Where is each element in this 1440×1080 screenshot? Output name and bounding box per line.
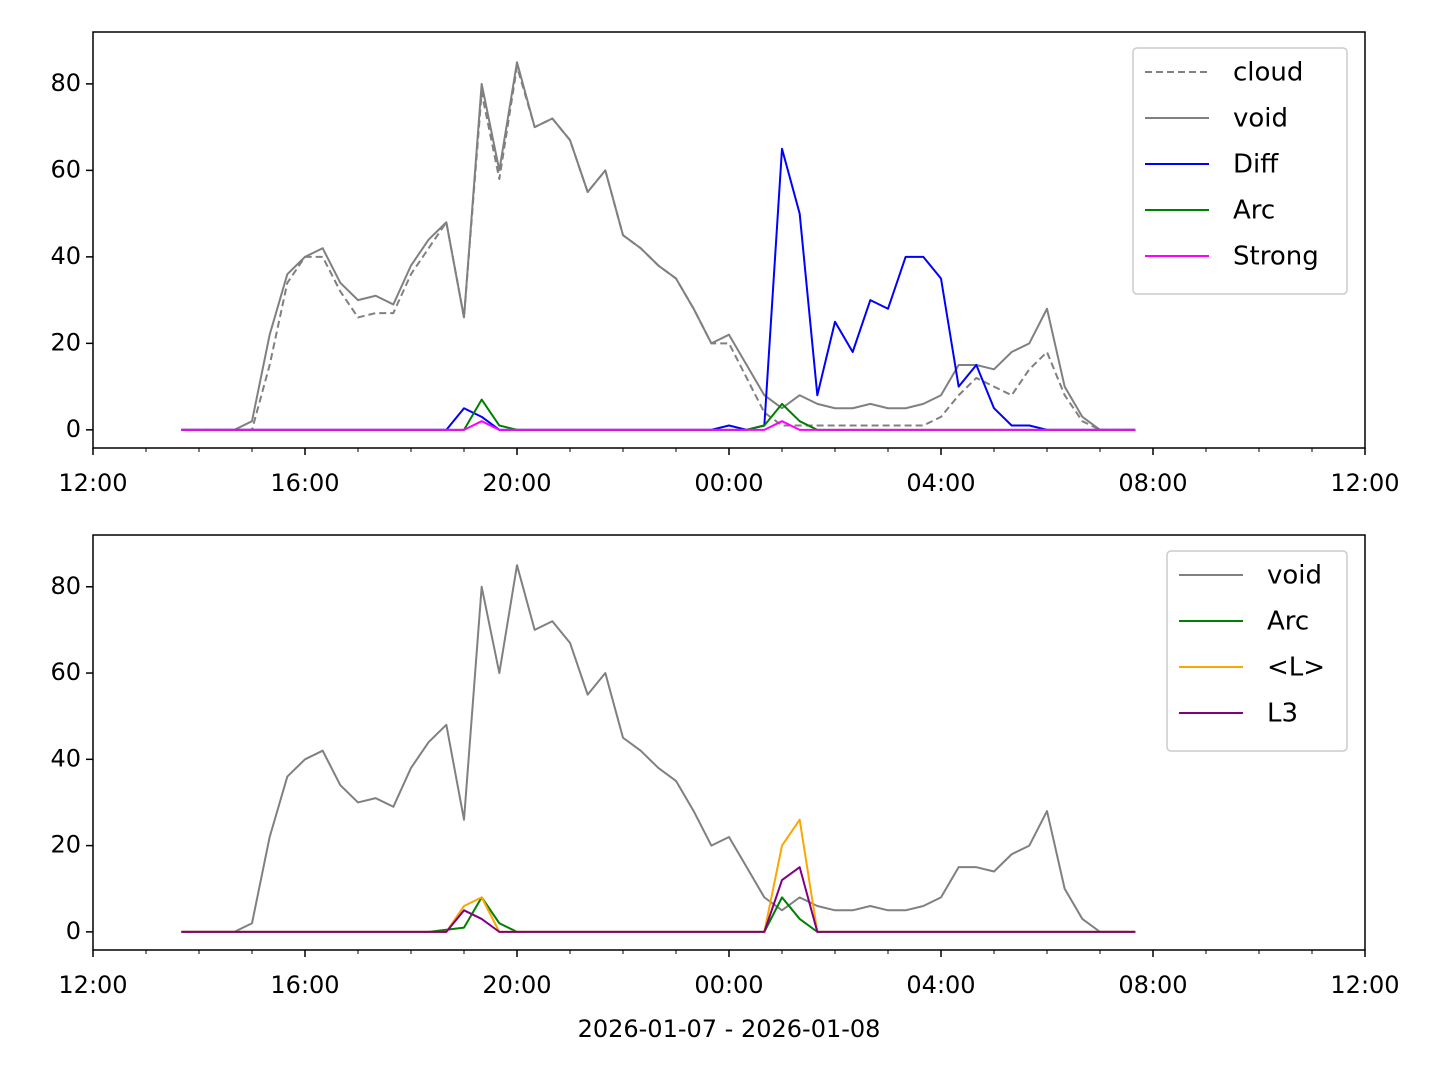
y-tick-label: 40 bbox=[50, 242, 81, 270]
series-line bbox=[181, 896, 1136, 933]
series-line bbox=[181, 564, 1136, 933]
x-tick-label: 08:00 bbox=[1118, 971, 1187, 999]
x-tick-label: 08:00 bbox=[1118, 469, 1187, 497]
series-line bbox=[181, 65, 1136, 431]
y-tick-label: 80 bbox=[50, 69, 81, 97]
legend-label: Strong bbox=[1233, 242, 1319, 272]
series-line bbox=[181, 866, 1136, 933]
x-tick-label: 04:00 bbox=[906, 469, 975, 497]
y-tick-label: 20 bbox=[50, 831, 81, 859]
series-line bbox=[181, 420, 1136, 431]
plot-frame bbox=[92, 31, 1366, 449]
legend-label: cloud bbox=[1233, 58, 1303, 88]
legend-label: Arc bbox=[1267, 607, 1309, 637]
y-tick-label: 0 bbox=[66, 917, 81, 945]
x-tick-label: 04:00 bbox=[906, 971, 975, 999]
y-tick-label: 60 bbox=[50, 155, 81, 183]
legend-label: Diff bbox=[1233, 150, 1279, 180]
x-tick-label: 12:00 bbox=[58, 971, 127, 999]
x-tick-label: 12:00 bbox=[1330, 971, 1399, 999]
legend-label: L3 bbox=[1267, 699, 1298, 729]
legend-label: Arc bbox=[1233, 196, 1275, 226]
x-tick-label: 12:00 bbox=[58, 469, 127, 497]
y-tick-label: 80 bbox=[50, 572, 81, 600]
legend-label: void bbox=[1267, 561, 1322, 591]
y-tick-label: 60 bbox=[50, 658, 81, 686]
x-axis-label: 2026-01-07 - 2026-01-08 bbox=[578, 1015, 881, 1043]
x-tick-label: 00:00 bbox=[694, 971, 763, 999]
x-tick-label: 00:00 bbox=[694, 469, 763, 497]
x-tick-label: 20:00 bbox=[482, 469, 551, 497]
x-tick-label: 12:00 bbox=[1330, 469, 1399, 497]
legend-box bbox=[1132, 47, 1348, 295]
y-tick-label: 20 bbox=[50, 328, 81, 356]
x-tick-label: 16:00 bbox=[270, 469, 339, 497]
x-tick-label: 20:00 bbox=[482, 971, 551, 999]
y-tick-label: 0 bbox=[66, 415, 81, 443]
y-tick-label: 40 bbox=[50, 744, 81, 772]
series-line bbox=[181, 61, 1136, 431]
plot-frame bbox=[92, 534, 1366, 951]
series-line bbox=[181, 818, 1136, 933]
series-line bbox=[181, 147, 1136, 431]
legend-label: <L> bbox=[1267, 653, 1325, 683]
x-tick-label: 16:00 bbox=[270, 971, 339, 999]
legend-label: void bbox=[1233, 104, 1288, 134]
legend-box bbox=[1166, 550, 1348, 752]
